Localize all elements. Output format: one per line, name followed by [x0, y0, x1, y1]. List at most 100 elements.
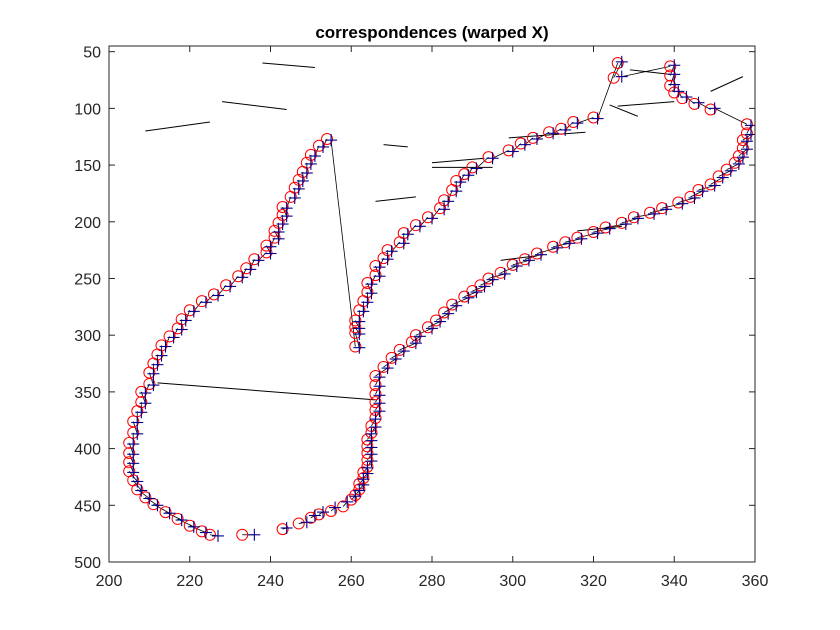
link-line	[649, 208, 667, 214]
plus-point	[361, 296, 374, 309]
circle-point	[728, 156, 741, 169]
plus-point	[252, 254, 265, 267]
correspondence-line	[577, 225, 622, 232]
circle-point	[664, 69, 677, 82]
circle-point	[248, 253, 261, 266]
plus-point	[680, 91, 693, 104]
link-line	[375, 395, 380, 403]
plus-point	[308, 150, 321, 163]
y-tick-label: 300	[74, 328, 101, 345]
plus-point	[127, 466, 140, 479]
circle-point	[312, 508, 325, 521]
circle-point	[203, 528, 216, 541]
plus-point	[389, 353, 402, 366]
circle-point	[393, 236, 406, 249]
x-tick-label: 220	[176, 573, 203, 590]
link-line	[330, 507, 336, 512]
plus-point	[139, 397, 152, 410]
link-line	[726, 163, 740, 170]
plus-point	[688, 191, 701, 204]
plus-point	[708, 102, 721, 115]
link-line	[480, 279, 493, 286]
link-line	[354, 332, 360, 348]
plus-point	[248, 528, 261, 541]
circle-point	[518, 253, 531, 266]
circle-point	[349, 314, 362, 327]
circle-point	[526, 131, 539, 144]
plus-point	[316, 506, 329, 519]
circle-point	[599, 221, 612, 234]
link-line	[698, 102, 711, 110]
plus-point	[454, 176, 467, 189]
circle-point	[171, 512, 184, 525]
plus-point	[131, 416, 144, 429]
plus-point	[304, 157, 317, 170]
plus-point	[381, 253, 394, 266]
circle-point	[692, 184, 705, 197]
circle-point	[664, 79, 677, 92]
plus-point	[668, 78, 681, 91]
y-tick-label: 50	[83, 45, 101, 62]
plus-point	[591, 112, 604, 125]
correspondence-line	[157, 382, 376, 401]
plus-point	[668, 59, 681, 72]
link-line	[500, 265, 517, 274]
plus-point	[369, 413, 382, 426]
link-line	[553, 242, 570, 248]
circle-point	[587, 225, 600, 238]
correspondence-line	[609, 104, 639, 117]
circle-point	[530, 247, 543, 260]
link-line	[669, 74, 675, 86]
plus-point	[353, 328, 366, 341]
circle-point	[171, 322, 184, 335]
circle-point	[292, 517, 305, 530]
circle-point	[458, 290, 471, 303]
circle-point	[615, 216, 628, 229]
circle-point	[321, 132, 334, 145]
link-line	[472, 286, 485, 292]
x-tick-label: 300	[499, 573, 526, 590]
circle-point	[672, 196, 685, 209]
plus-point	[135, 406, 148, 419]
circle-point	[123, 447, 136, 460]
circle-point	[369, 260, 382, 273]
circle-point	[607, 71, 620, 84]
link-line	[621, 66, 671, 78]
circle-point	[627, 211, 640, 224]
link-line	[452, 297, 469, 305]
link-line	[447, 189, 453, 202]
circle-point	[421, 211, 434, 224]
circle-point	[466, 161, 479, 174]
plus-point	[139, 387, 152, 400]
plus-point	[357, 305, 370, 318]
y-tick-label: 250	[74, 271, 101, 288]
link-line	[662, 203, 683, 209]
plus-point	[401, 228, 414, 241]
circle-point	[506, 258, 519, 271]
circle-point	[555, 122, 568, 135]
plus-point	[159, 340, 172, 353]
correspondence-line	[375, 196, 416, 202]
circle-point	[349, 326, 362, 339]
plus-point	[672, 85, 685, 98]
plus-point	[732, 157, 745, 170]
link-line	[492, 149, 509, 159]
plus-point	[413, 220, 426, 233]
circle-point	[268, 224, 281, 237]
plus-point	[615, 55, 628, 68]
link-line	[140, 391, 146, 404]
circle-point	[494, 266, 507, 279]
plus-point	[264, 247, 277, 260]
plus-point	[413, 330, 426, 343]
circle-point	[430, 314, 443, 327]
plus-point	[381, 362, 394, 375]
circle-point	[135, 385, 148, 398]
x-tick-label: 360	[742, 573, 769, 590]
plus-point	[397, 345, 410, 358]
link-line	[577, 117, 594, 124]
circle-point	[482, 272, 495, 285]
plus-point	[426, 212, 438, 225]
plus-point	[530, 132, 543, 145]
y-tick-label: 400	[74, 442, 101, 459]
correspondence-line	[710, 76, 744, 92]
